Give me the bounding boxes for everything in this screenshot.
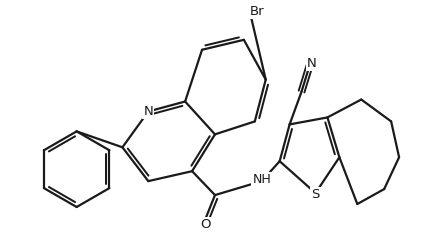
Text: Br: Br (249, 5, 264, 18)
Text: N: N (307, 57, 316, 70)
Text: O: O (200, 218, 210, 231)
Text: N: N (143, 105, 153, 118)
Text: NH: NH (252, 173, 271, 186)
Text: S: S (311, 188, 320, 201)
